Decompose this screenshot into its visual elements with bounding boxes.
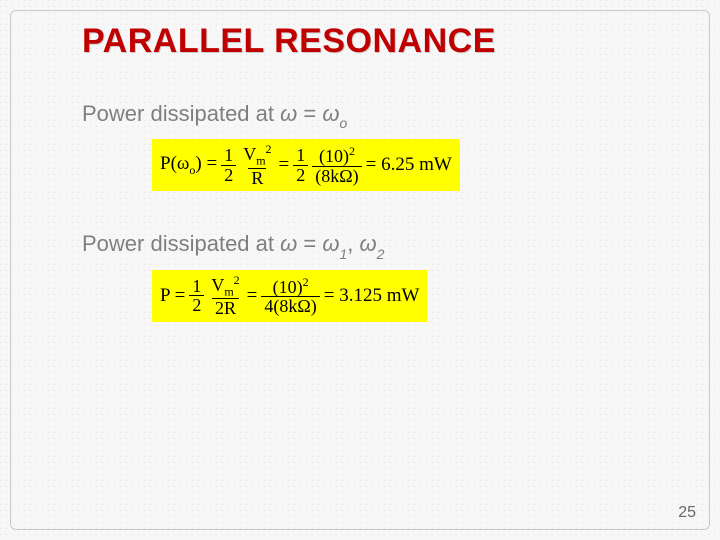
page-number: 25 xyxy=(678,504,696,522)
slide: PARALLEL RESONANCE Power dissipated at ω… xyxy=(0,0,720,540)
eq1-result: = 6.25 mW xyxy=(366,154,452,176)
equation-1-wrap: P(ωo) = 12 Vm2R = 12 (10)2(8kΩ) = 6.25 m… xyxy=(82,139,672,191)
caption-1: Power dissipated at ω = ωo xyxy=(82,101,672,129)
caption-2-omega-rhs1-sub: 1 xyxy=(339,246,347,262)
caption-1-prefix: Power dissipated at xyxy=(82,101,280,126)
equation-2: P = 12 Vm22R = (10)24(8kΩ) = 3.125 mW xyxy=(152,270,427,322)
caption-2-equals: = xyxy=(297,231,322,256)
eq2-lhs: P = xyxy=(160,285,185,307)
eq1-frac2: Vm2R xyxy=(240,143,274,187)
eq2-frac1: 12 xyxy=(189,277,204,316)
caption-2-omega-lhs: ω xyxy=(280,231,297,256)
eq2-frac2: Vm22R xyxy=(208,274,242,318)
slide-title: PARALLEL RESONANCE xyxy=(82,22,672,61)
caption-2-prefix: Power dissipated at xyxy=(82,231,280,256)
equation-1: P(ωo) = 12 Vm2R = 12 (10)2(8kΩ) = 6.25 m… xyxy=(152,139,460,191)
caption-2-omega-rhs1: ω xyxy=(322,231,339,256)
eq1-frac3: 12 xyxy=(293,146,308,185)
caption-2-omega-rhs2: ω xyxy=(360,231,377,256)
eq2-result: = 3.125 mW xyxy=(324,285,420,307)
caption-2-comma: , xyxy=(347,231,359,256)
caption-2: Power dissipated at ω = ω1, ω2 xyxy=(82,231,672,259)
eq2-frac4: (10)24(8kΩ) xyxy=(261,276,319,317)
eq1-frac4: (10)2(8kΩ) xyxy=(312,145,361,186)
eq1-mid: = xyxy=(279,154,290,176)
equation-2-wrap: P = 12 Vm22R = (10)24(8kΩ) = 3.125 mW xyxy=(82,270,672,322)
eq1-lhs: P(ωo) = xyxy=(160,153,217,178)
eq1-frac1: 12 xyxy=(221,146,236,185)
caption-1-omega-rhs: ω xyxy=(322,101,339,126)
caption-1-omega-rhs-sub: o xyxy=(339,115,347,131)
eq2-mid: = xyxy=(247,285,258,307)
caption-2-omega-rhs2-sub: 2 xyxy=(377,246,385,262)
caption-1-omega-lhs: ω xyxy=(280,101,297,126)
caption-1-equals: = xyxy=(297,101,322,126)
